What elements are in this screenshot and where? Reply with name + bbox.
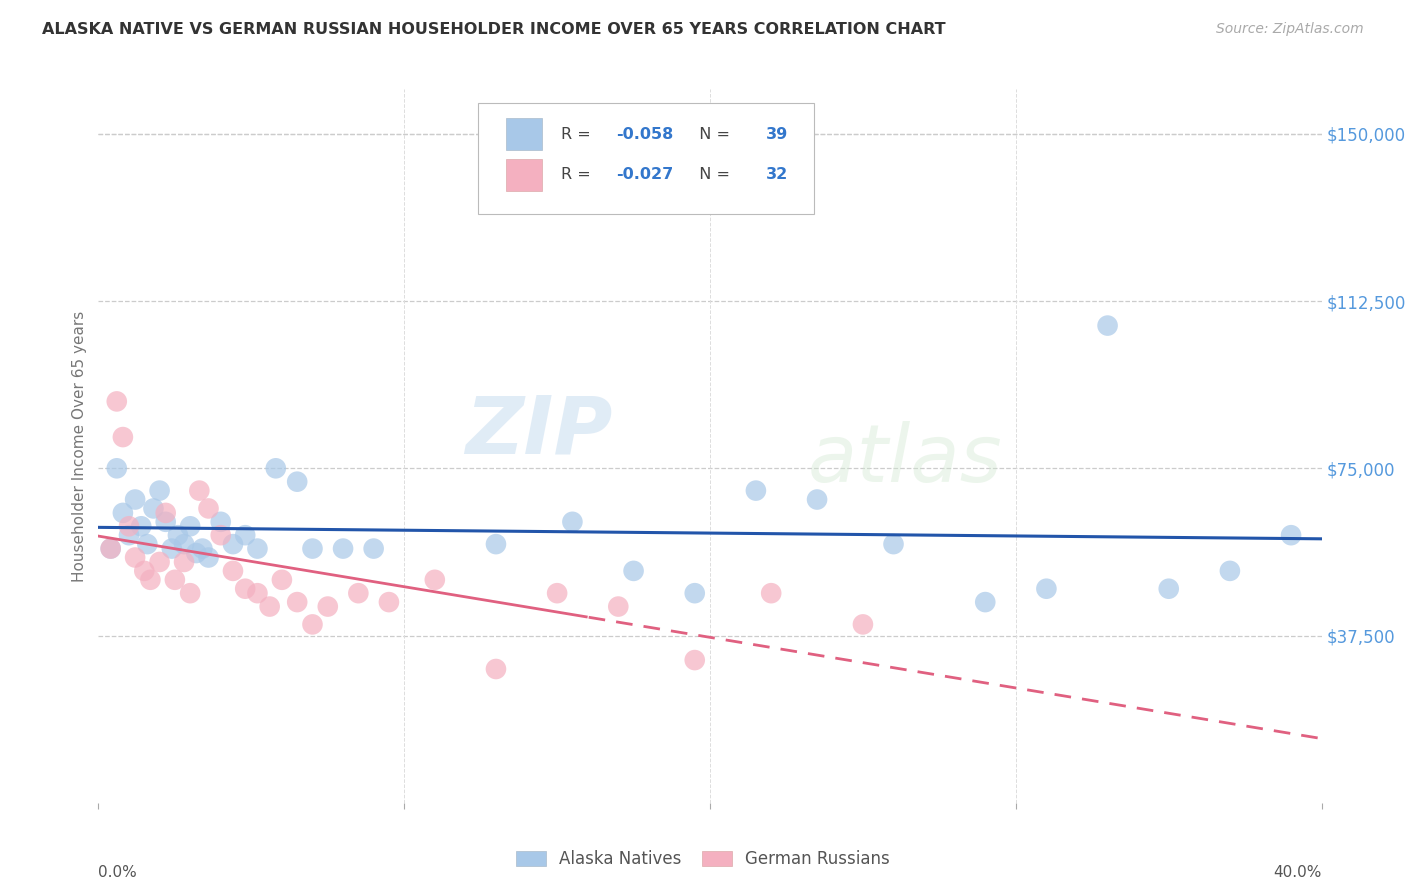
Point <box>607 599 630 614</box>
Legend: Alaska Natives, German Russians: Alaska Natives, German Russians <box>509 844 897 875</box>
Point <box>136 537 159 551</box>
Point <box>163 573 186 587</box>
Point <box>124 492 146 507</box>
Point <box>1279 528 1302 542</box>
Text: ZIP: ZIP <box>465 392 612 471</box>
Point <box>246 586 269 600</box>
Point <box>111 430 134 444</box>
Point <box>623 564 645 578</box>
Point <box>546 586 568 600</box>
Text: atlas: atlas <box>808 421 1002 500</box>
Point <box>378 595 401 609</box>
Point <box>974 595 997 609</box>
Text: 32: 32 <box>766 168 789 182</box>
Point <box>179 586 201 600</box>
Point <box>1097 318 1119 333</box>
Point <box>233 582 256 596</box>
Point <box>883 537 905 551</box>
Point <box>285 595 308 609</box>
Point <box>134 564 156 578</box>
Point <box>118 519 141 533</box>
Text: ALASKA NATIVE VS GERMAN RUSSIAN HOUSEHOLDER INCOME OVER 65 YEARS CORRELATION CHA: ALASKA NATIVE VS GERMAN RUSSIAN HOUSEHOL… <box>42 22 946 37</box>
Point <box>1035 582 1057 596</box>
Text: R =: R = <box>561 127 596 142</box>
Point <box>167 528 190 542</box>
Point <box>209 515 232 529</box>
Point <box>316 599 339 614</box>
Point <box>301 617 323 632</box>
Text: 39: 39 <box>766 127 789 142</box>
Point <box>347 586 370 600</box>
Point <box>149 555 172 569</box>
FancyBboxPatch shape <box>506 118 543 150</box>
Point <box>142 501 165 516</box>
Point <box>233 528 256 542</box>
Point <box>1157 582 1180 596</box>
Point <box>111 506 134 520</box>
Point <box>118 528 141 542</box>
Point <box>100 541 122 556</box>
Point <box>485 662 508 676</box>
Point <box>806 492 828 507</box>
Point <box>155 515 177 529</box>
Point <box>188 483 211 498</box>
Text: -0.027: -0.027 <box>616 168 673 182</box>
Point <box>759 586 782 600</box>
Point <box>1219 564 1241 578</box>
Text: -0.058: -0.058 <box>616 127 673 142</box>
Point <box>173 537 195 551</box>
Point <box>173 555 195 569</box>
Point <box>124 550 146 565</box>
Text: 0.0%: 0.0% <box>98 865 138 880</box>
Point <box>745 483 768 498</box>
Point <box>139 573 162 587</box>
Point <box>197 501 219 516</box>
FancyBboxPatch shape <box>506 159 543 191</box>
Point <box>561 515 583 529</box>
Point <box>246 541 269 556</box>
Point <box>363 541 385 556</box>
Point <box>222 537 245 551</box>
Point <box>129 519 152 533</box>
Text: 40.0%: 40.0% <box>1274 865 1322 880</box>
Point <box>852 617 875 632</box>
Point <box>332 541 354 556</box>
Point <box>160 541 183 556</box>
Text: Source: ZipAtlas.com: Source: ZipAtlas.com <box>1216 22 1364 37</box>
Point <box>197 550 219 565</box>
FancyBboxPatch shape <box>478 103 814 214</box>
Point <box>100 541 122 556</box>
Point <box>191 541 214 556</box>
Point <box>209 528 232 542</box>
Text: N =: N = <box>689 127 735 142</box>
Point <box>105 394 128 409</box>
Point <box>179 519 201 533</box>
Point <box>270 573 292 587</box>
Point <box>105 461 128 475</box>
Point <box>264 461 287 475</box>
Point <box>222 564 245 578</box>
Point <box>259 599 281 614</box>
Point <box>485 537 508 551</box>
Y-axis label: Householder Income Over 65 years: Householder Income Over 65 years <box>72 310 87 582</box>
Text: N =: N = <box>689 168 735 182</box>
Text: R =: R = <box>561 168 596 182</box>
Point <box>186 546 208 560</box>
Point <box>423 573 446 587</box>
Point <box>155 506 177 520</box>
Point <box>683 586 706 600</box>
Point <box>683 653 706 667</box>
Point <box>301 541 323 556</box>
Point <box>285 475 308 489</box>
Point <box>149 483 172 498</box>
